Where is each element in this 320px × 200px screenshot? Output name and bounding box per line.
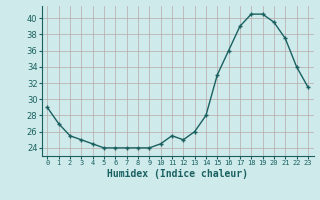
X-axis label: Humidex (Indice chaleur): Humidex (Indice chaleur) — [107, 169, 248, 179]
